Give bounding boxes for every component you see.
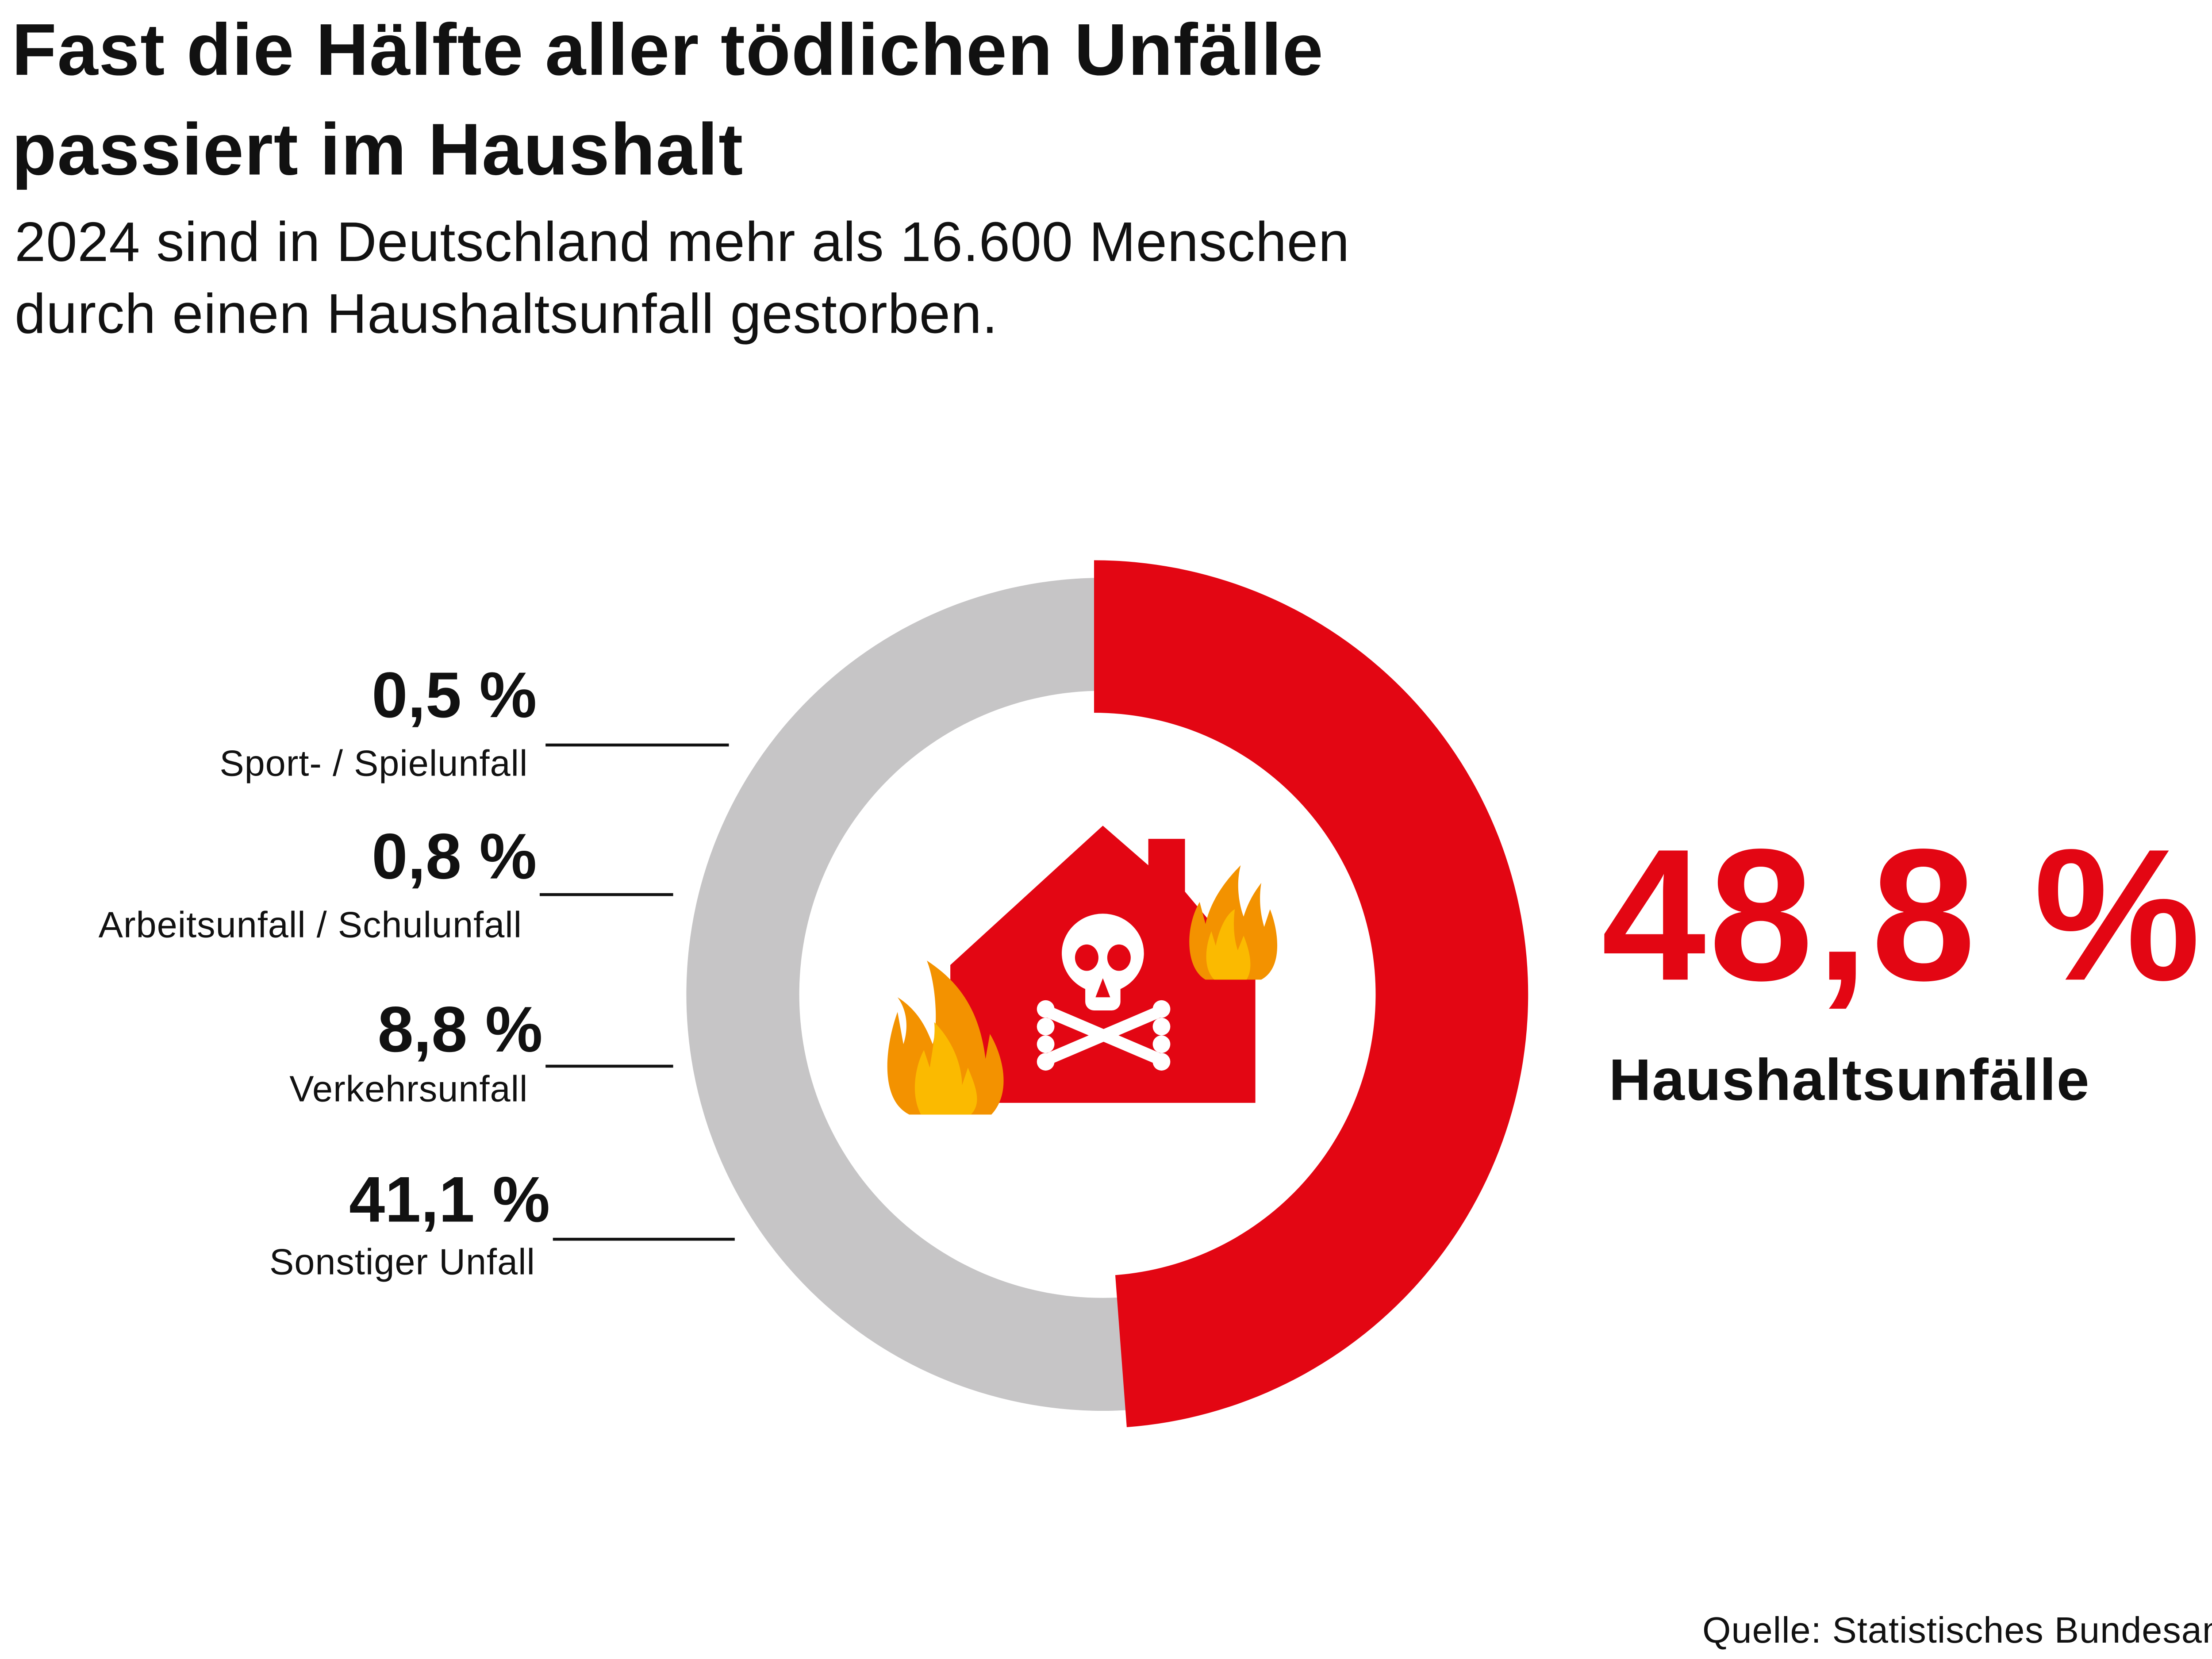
subtitle-line: durch einen Haushaltsunfall gestorben. bbox=[15, 284, 998, 346]
label-sonstiger: 41,1 % Sonstiger Unfall bbox=[0, 1167, 550, 1299]
value-label: 41,1 % bbox=[349, 1164, 550, 1237]
value-label: 8,8 % bbox=[377, 994, 543, 1067]
label-sport: 0,5 % Sport- / Spielunfall bbox=[0, 660, 537, 795]
leader-line bbox=[539, 893, 673, 895]
leader-line bbox=[553, 1237, 735, 1240]
category-label: Sport- / Spielunfall bbox=[219, 743, 528, 785]
value-label: 0,5 % bbox=[372, 660, 537, 732]
burning-house-skull-icon bbox=[887, 826, 1278, 1115]
source-note: Quelle: Statistisches Bundesamt bbox=[1702, 1610, 2212, 1651]
donut-segment-haushalt bbox=[1094, 560, 1528, 1428]
subtitle: 2024 sind in Deutschland mehr als 16.600… bbox=[15, 208, 1350, 352]
highlight-label: Haushaltsunfälle bbox=[1609, 1048, 2090, 1114]
category-label: Verkehrsunfall bbox=[289, 1069, 528, 1110]
subtitle-line: 2024 sind in Deutschland mehr als 16.600… bbox=[15, 212, 1350, 274]
label-arbeit: 0,8 % Arbeitsunfall / Schulunfall bbox=[0, 821, 537, 956]
leader-line bbox=[545, 743, 729, 746]
value-label: 0,8 % bbox=[372, 821, 537, 893]
page-title: Fast die Hälfte aller tödlichen Unfälle … bbox=[12, 0, 1324, 200]
title-line: passiert im Haushalt bbox=[12, 108, 744, 191]
category-label: Sonstiger Unfall bbox=[269, 1242, 535, 1283]
leader-line bbox=[545, 1064, 673, 1067]
label-verkehr: 8,8 % Verkehrsunfall bbox=[0, 994, 543, 1129]
highlight-value: 48,8 % bbox=[1601, 811, 2204, 1021]
title-line: Fast die Hälfte aller tödlichen Unfälle bbox=[12, 8, 1324, 91]
donut-segment-rest bbox=[686, 578, 1134, 1411]
category-label: Arbeitsunfall / Schulunfall bbox=[98, 905, 522, 946]
